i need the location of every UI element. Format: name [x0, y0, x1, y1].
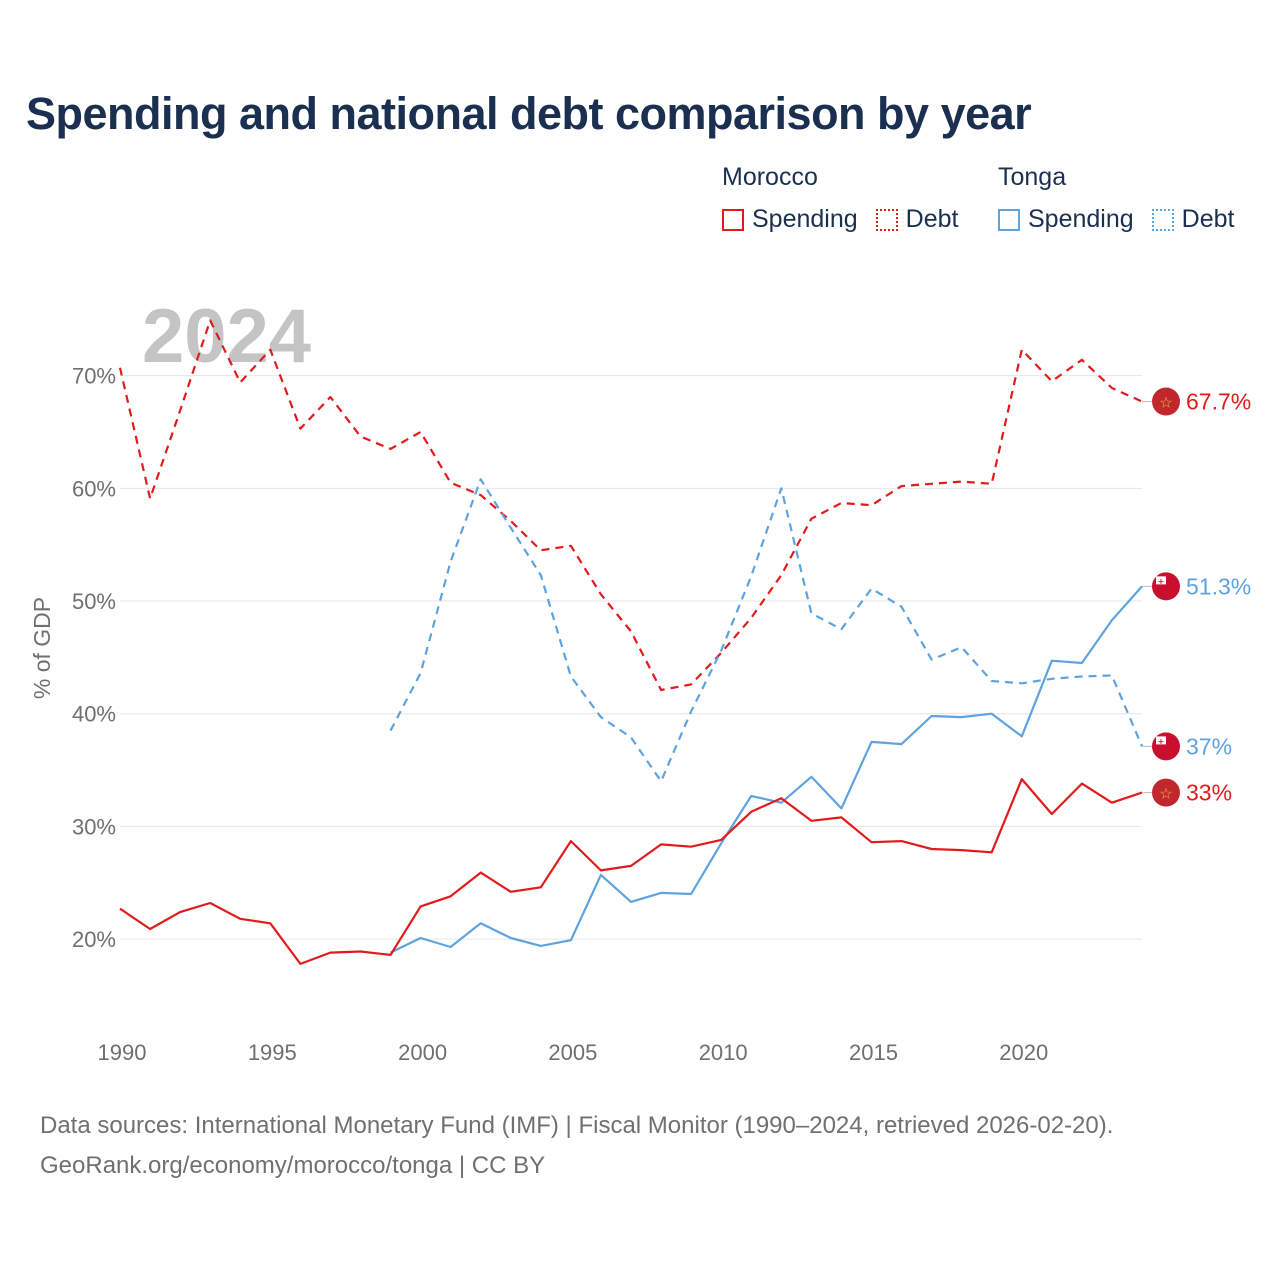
morocco-flag-marker: ☆	[1152, 387, 1180, 416]
svg-text:+: +	[1158, 577, 1165, 586]
y-tick-label: 50%	[72, 589, 116, 614]
legend-country-name: Morocco	[722, 163, 818, 191]
y-tick-label: 60%	[72, 476, 116, 501]
tonga-flag-marker: +	[1152, 732, 1180, 761]
x-tick-label: 2000	[398, 1040, 447, 1065]
y-tick-label: 70%	[72, 364, 116, 389]
x-tick-label: 1990	[98, 1040, 147, 1065]
legend-swatch-solid	[998, 208, 1020, 231]
y-tick-label: 30%	[72, 814, 116, 839]
chart-title: Spending and national debt comparison by…	[26, 88, 1032, 139]
morocco-flag-marker: ☆	[1152, 778, 1180, 807]
end-value-label: 37%	[1186, 733, 1232, 759]
footer-sources: Data sources: International Monetary Fun…	[40, 1112, 1114, 1139]
svg-text:+: +	[1158, 737, 1165, 746]
legend-country-name: Tonga	[998, 163, 1067, 191]
footer-attribution: GeoRank.org/economy/morocco/tonga | CC B…	[40, 1152, 546, 1179]
end-value-label: 33%	[1186, 780, 1232, 806]
year-watermark: 2024	[142, 294, 311, 379]
legend-group-morocco: Morocco Spending Debt	[722, 163, 976, 234]
x-tick-label: 1995	[248, 1040, 297, 1065]
legend-label: Spending	[1028, 205, 1134, 233]
legend-item-tonga-debt[interactable]: Debt	[1151, 205, 1235, 234]
svg-text:☆: ☆	[1159, 785, 1172, 803]
legend-item-morocco-spending[interactable]: Spending	[722, 205, 858, 234]
legend-swatch-solid	[722, 208, 744, 231]
legend-item-morocco-debt[interactable]: Debt	[875, 205, 959, 234]
legend-item-tonga-spending[interactable]: Spending	[998, 205, 1134, 234]
x-tick-label: 2005	[548, 1040, 597, 1065]
y-axis-label: % of GDP	[29, 597, 55, 699]
legend-swatch-dotted	[1151, 208, 1174, 231]
series-line-tonga-debt	[389, 478, 1144, 783]
y-tick-label: 20%	[72, 927, 116, 952]
legend-label: Debt	[905, 205, 959, 233]
svg-text:☆: ☆	[1159, 394, 1172, 412]
footer: Data sources: International Monetary Fun…	[40, 1106, 1113, 1186]
x-tick-label: 2020	[999, 1040, 1048, 1065]
legend-swatch-dotted	[875, 208, 898, 231]
tonga-flag-marker: +	[1152, 572, 1180, 601]
x-tick-label: 2015	[849, 1040, 898, 1065]
legend-label: Debt	[1181, 205, 1235, 233]
legend-group-tonga: Tonga Spending Debt	[998, 163, 1252, 234]
series-line-tonga-spending	[390, 585, 1143, 954]
y-tick-label: 40%	[72, 702, 116, 727]
legend-label: Spending	[752, 205, 858, 233]
x-tick-label: 2010	[699, 1040, 748, 1065]
end-value-label: 51.3%	[1186, 573, 1251, 599]
series-line-morocco-spending	[119, 777, 1143, 966]
series-line-morocco-debt	[118, 319, 1143, 692]
end-value-label: 67.7%	[1186, 389, 1251, 415]
